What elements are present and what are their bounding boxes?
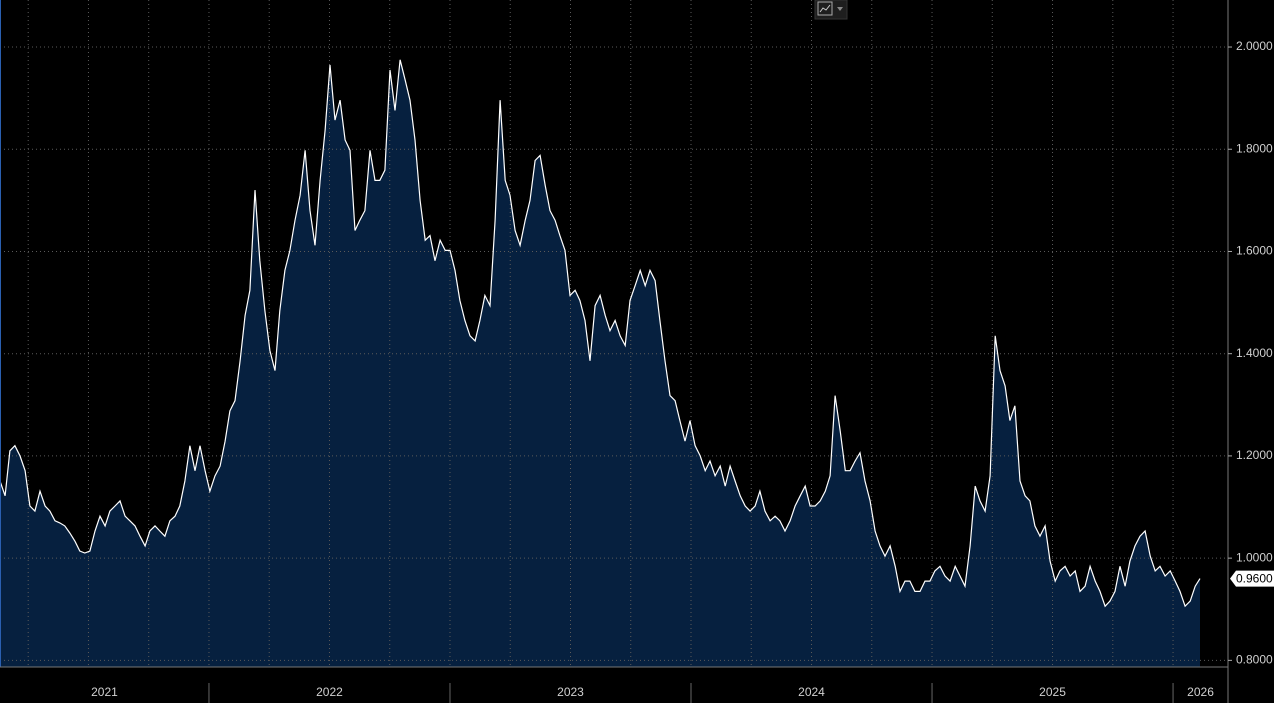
x-tick-label: 2024 xyxy=(798,685,825,699)
x-tick-label: 2023 xyxy=(557,685,584,699)
y-tick-label: 0.8000 xyxy=(1236,653,1273,667)
icon-arrow xyxy=(837,7,843,11)
y-tick-label: 1.2000 xyxy=(1236,448,1273,462)
x-tick-label: 2026 xyxy=(1187,685,1214,699)
icon-box[interactable] xyxy=(814,0,848,20)
icon-frame xyxy=(817,1,833,16)
y-tick-label: 1.6000 xyxy=(1236,244,1273,258)
x-tick-label: 2022 xyxy=(316,685,343,699)
chart-type-icon[interactable] xyxy=(814,0,848,20)
y-tick-label: 2.0000 xyxy=(1236,39,1273,53)
y-tick-label: 1.8000 xyxy=(1236,141,1273,155)
y-tick-label: 1.0000 xyxy=(1236,550,1273,564)
icon-line xyxy=(819,4,831,13)
x-tick-label: 2025 xyxy=(1039,685,1066,699)
last-value-tag xyxy=(1230,570,1274,587)
area xyxy=(0,59,1200,668)
line xyxy=(0,59,1201,608)
y-tick-label: 1.4000 xyxy=(1236,346,1273,360)
x-tick-label: 2021 xyxy=(91,685,118,699)
last-value-label: 0.9600 xyxy=(1236,572,1273,586)
